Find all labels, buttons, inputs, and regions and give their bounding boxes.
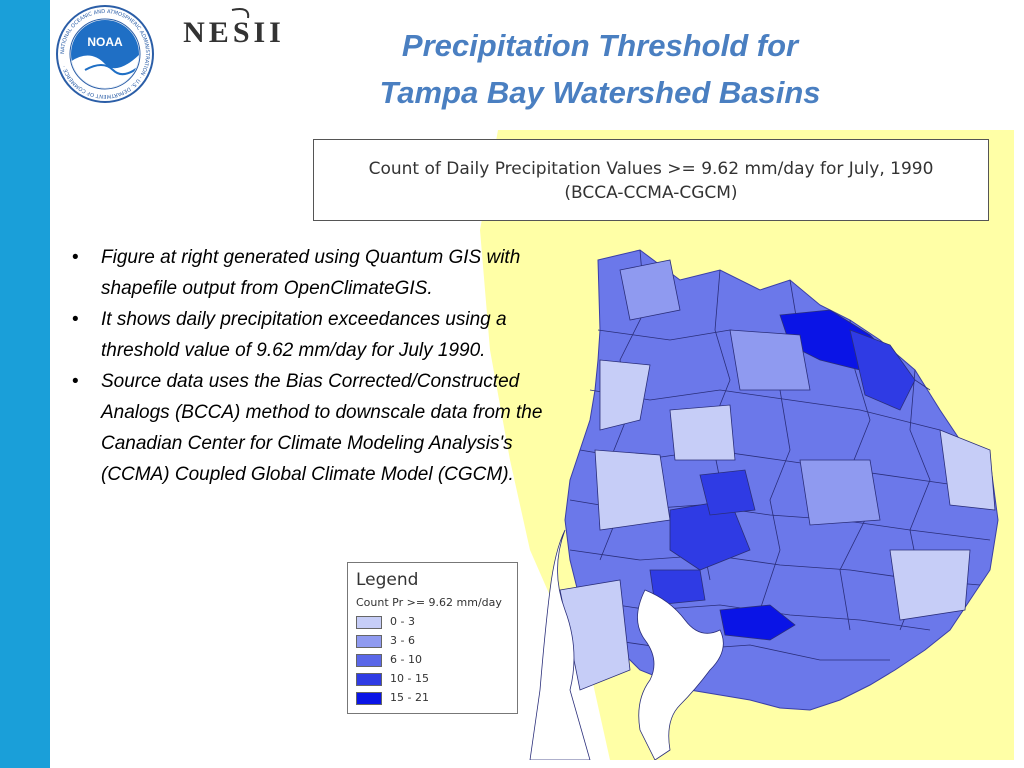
- legend-row-3: 10 - 15: [356, 672, 429, 686]
- basin-light-4: [889, 549, 971, 621]
- legend-label-3: 10 - 15: [390, 672, 429, 685]
- noaa-logo-text: NOAA: [87, 35, 123, 49]
- basin-light-1: [599, 359, 651, 431]
- bullet-text-3: Source data uses the Bias Corrected/Cons…: [101, 371, 543, 485]
- basin-medium-2: [799, 459, 881, 526]
- left-sidebar-bar: [0, 0, 50, 768]
- title-line-1: Precipitation Threshold for: [401, 28, 799, 63]
- map-title-line-2: (BCCA-CCMA-CGCM): [564, 183, 738, 203]
- tampa-bay-water: [637, 589, 724, 760]
- basin-light-3: [594, 449, 671, 531]
- gulf-coast-water: [529, 529, 591, 760]
- title-line-2: Tampa Bay Watershed Basins: [379, 75, 821, 110]
- legend-subtitle: Count Pr >= 9.62 mm/day: [356, 596, 502, 609]
- bullet-item: • It shows daily precipitation exceedance…: [70, 304, 580, 366]
- bullet-list: • Figure at right generated using Quantum…: [70, 242, 580, 490]
- legend-label-2: 6 - 10: [390, 653, 422, 666]
- basin-medium-1: [729, 329, 811, 391]
- map-legend: Legend Count Pr >= 9.62 mm/day 0 - 3 3 -…: [347, 562, 518, 714]
- legend-label-4: 15 - 21: [390, 691, 429, 704]
- noaa-logo: NATIONAL OCEANIC AND ATMOSPHERIC ADMINIS…: [56, 5, 154, 103]
- legend-swatch-0: [356, 615, 382, 629]
- watershed-map: [480, 130, 1014, 760]
- map-title-line-1: Count of Daily Precipitation Values >= 9…: [368, 159, 934, 179]
- legend-swatch-3: [356, 672, 382, 686]
- bullet-item: • Source data uses the Bias Corrected/Con…: [70, 366, 580, 490]
- bullet-dot: •: [72, 371, 79, 392]
- legend-label-1: 3 - 6: [390, 634, 415, 647]
- bullet-dot: •: [72, 247, 79, 268]
- legend-row-4: 15 - 21: [356, 691, 429, 705]
- legend-swatch-4: [356, 691, 382, 705]
- bullet-text-2: It shows daily precipitation exceedances…: [101, 309, 507, 361]
- legend-row-2: 6 - 10: [356, 653, 422, 667]
- map-title-box: Count of Daily Precipitation Values >= 9…: [313, 139, 989, 221]
- nesii-logo: NESII: [183, 8, 285, 49]
- basin-light-5: [939, 429, 996, 511]
- basin-medium-3: [619, 259, 681, 321]
- bullet-item: • Figure at right generated using Quantum…: [70, 242, 580, 304]
- legend-swatch-1: [356, 634, 382, 648]
- basin-dark-5: [849, 329, 916, 411]
- bullet-text-1: Figure at right generated using Quantum …: [101, 247, 521, 299]
- basin-light-2: [669, 404, 736, 461]
- legend-title: Legend: [356, 570, 419, 590]
- legend-swatch-2: [356, 653, 382, 667]
- bullet-dot: •: [72, 309, 79, 330]
- legend-label-0: 0 - 3: [390, 615, 415, 628]
- legend-row-0: 0 - 3: [356, 615, 415, 629]
- slide-title: Precipitation Threshold for Tampa Bay Wa…: [330, 22, 870, 116]
- nesii-logo-text: NESII: [183, 16, 285, 49]
- legend-row-1: 3 - 6: [356, 634, 415, 648]
- basin-dark-2: [699, 469, 756, 516]
- basin-dark-3: [719, 604, 796, 641]
